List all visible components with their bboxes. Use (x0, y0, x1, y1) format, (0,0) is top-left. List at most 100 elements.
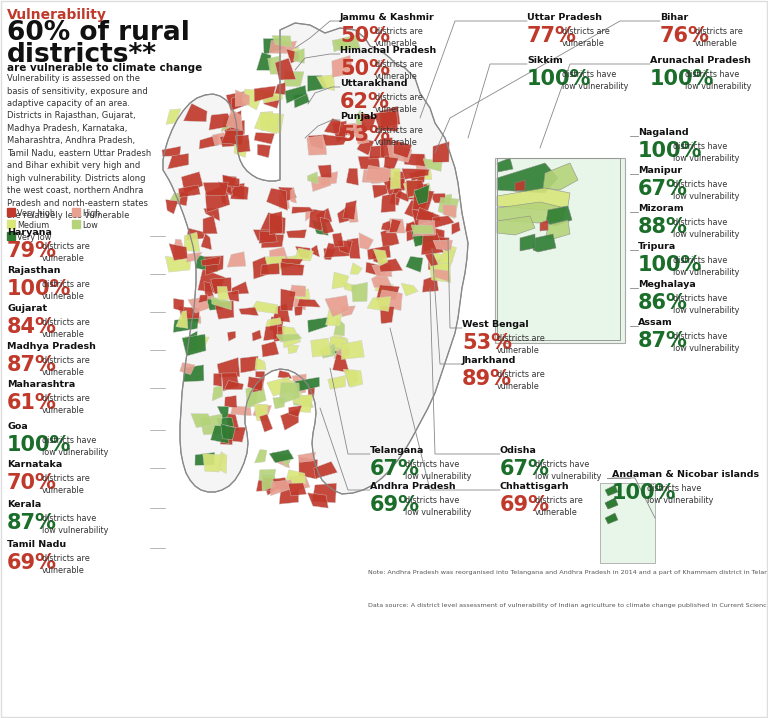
Polygon shape (263, 325, 278, 341)
Polygon shape (362, 169, 382, 183)
Polygon shape (288, 257, 300, 267)
Text: districts are
vulnerable: districts are vulnerable (42, 280, 90, 301)
Polygon shape (372, 265, 392, 277)
Polygon shape (308, 386, 315, 397)
Polygon shape (294, 248, 313, 261)
Polygon shape (260, 414, 273, 432)
Text: 53%: 53% (340, 125, 390, 145)
Text: districts have
low vulnerability: districts have low vulnerability (673, 142, 740, 163)
Polygon shape (324, 118, 341, 134)
Text: 100%: 100% (7, 435, 71, 455)
Polygon shape (217, 358, 240, 377)
Polygon shape (162, 146, 181, 157)
Polygon shape (278, 370, 292, 378)
Text: 69%: 69% (370, 495, 420, 515)
Text: Jammu & Kashmir: Jammu & Kashmir (340, 13, 435, 22)
Polygon shape (257, 480, 274, 491)
Polygon shape (423, 159, 442, 172)
Polygon shape (357, 139, 374, 155)
Polygon shape (414, 183, 432, 198)
Text: Jharkhand: Jharkhand (462, 356, 516, 365)
Polygon shape (316, 208, 332, 223)
Polygon shape (443, 244, 456, 258)
Text: 87%: 87% (7, 355, 57, 375)
Polygon shape (380, 138, 393, 159)
Polygon shape (333, 354, 349, 373)
Bar (72, 208, 80, 216)
Polygon shape (425, 251, 439, 266)
Text: districts have
low vulnerability: districts have low vulnerability (42, 436, 108, 457)
Text: Uttar Pradesh: Uttar Pradesh (527, 13, 602, 22)
Polygon shape (320, 218, 334, 234)
Polygon shape (533, 234, 556, 252)
Polygon shape (198, 295, 207, 303)
Polygon shape (234, 138, 248, 157)
Polygon shape (414, 185, 429, 205)
Polygon shape (257, 144, 270, 158)
Polygon shape (497, 202, 565, 223)
Bar (7, 232, 15, 240)
Polygon shape (346, 205, 358, 223)
Polygon shape (306, 135, 326, 155)
Text: Data source: A district level assessment of vulnerability of Indian agriculture : Data source: A district level assessment… (368, 603, 768, 608)
Text: Odisha: Odisha (500, 446, 537, 455)
Polygon shape (333, 348, 349, 358)
Polygon shape (260, 213, 286, 234)
Text: 50%: 50% (340, 59, 390, 79)
Polygon shape (388, 145, 399, 158)
Text: 77%: 77% (527, 26, 577, 46)
Polygon shape (520, 234, 535, 251)
Polygon shape (309, 209, 326, 231)
Text: districts have
low vulnerability: districts have low vulnerability (405, 460, 472, 481)
Text: Karnataka: Karnataka (7, 460, 62, 469)
Polygon shape (254, 449, 267, 463)
Text: districts are
vulnerable: districts are vulnerable (375, 93, 422, 113)
Text: Meghalaya: Meghalaya (638, 280, 696, 289)
Polygon shape (180, 312, 201, 324)
Polygon shape (252, 376, 265, 393)
Polygon shape (312, 220, 329, 236)
Polygon shape (515, 180, 525, 191)
Polygon shape (255, 358, 266, 370)
Polygon shape (379, 106, 400, 127)
Polygon shape (412, 190, 434, 210)
Polygon shape (217, 406, 229, 420)
Polygon shape (212, 386, 223, 401)
Polygon shape (389, 187, 402, 205)
Polygon shape (232, 281, 249, 294)
Polygon shape (263, 39, 283, 55)
Text: districts are
vulnerable: districts are vulnerable (375, 126, 422, 146)
Polygon shape (207, 299, 223, 310)
Polygon shape (262, 474, 276, 491)
Text: West Bengal: West Bengal (462, 320, 528, 329)
Text: Madhya Pradesh: Madhya Pradesh (7, 342, 96, 351)
Polygon shape (285, 85, 306, 103)
Text: districts have
low vulnerability: districts have low vulnerability (562, 70, 628, 90)
Polygon shape (433, 269, 449, 281)
Text: Mizoram: Mizoram (638, 204, 684, 213)
Polygon shape (344, 123, 366, 139)
Text: Uttarakhand: Uttarakhand (340, 79, 408, 88)
Polygon shape (373, 249, 388, 266)
Polygon shape (205, 185, 230, 213)
Text: Goa: Goa (7, 422, 28, 431)
Polygon shape (210, 426, 229, 444)
Polygon shape (221, 130, 243, 145)
Polygon shape (290, 187, 296, 203)
Polygon shape (292, 207, 313, 213)
Polygon shape (605, 498, 618, 509)
Polygon shape (300, 394, 313, 413)
Polygon shape (406, 223, 420, 241)
Polygon shape (211, 297, 231, 310)
Text: 100%: 100% (527, 69, 591, 89)
Polygon shape (433, 240, 452, 250)
Polygon shape (333, 35, 360, 51)
Text: 70%: 70% (7, 473, 57, 493)
Polygon shape (198, 269, 225, 294)
Polygon shape (253, 256, 270, 279)
Polygon shape (224, 396, 237, 408)
Polygon shape (266, 188, 288, 210)
Text: districts are
vulnerable: districts are vulnerable (497, 370, 545, 391)
Polygon shape (281, 454, 293, 467)
Polygon shape (336, 126, 356, 138)
